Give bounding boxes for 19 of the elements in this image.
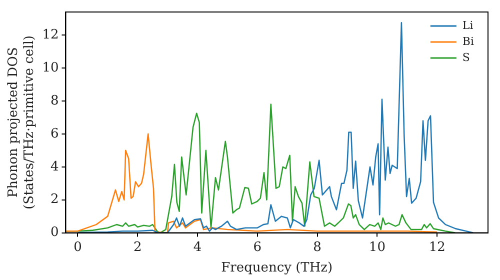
y-tick-label: 0 [50,225,59,240]
x-tick-label: 0 [74,240,82,255]
legend-label: Li [462,18,474,32]
x-axis-title: Frequency (THz) [221,260,333,276]
y-tick-label: 6 [50,126,59,142]
x-tick-label: 8 [313,240,322,255]
y-tick-label: 10 [42,60,59,76]
y-tick-label: 2 [50,192,59,208]
x-tick-label: 12 [428,240,446,255]
y-axis-title: Phonon projected DOS (States/THz·primitive cell) [6,35,37,210]
y-tick-label: 8 [50,93,59,108]
y-tick-label: 4 [50,159,59,174]
x-tick-label: 4 [193,240,202,255]
x-tick-label: 6 [253,240,262,255]
x-tick-label: 10 [368,240,386,255]
legend-label: S [462,50,470,64]
x-tick-label: 2 [133,240,142,255]
legend-label: Bi [462,34,474,48]
y-tick-label: 12 [42,27,59,42]
